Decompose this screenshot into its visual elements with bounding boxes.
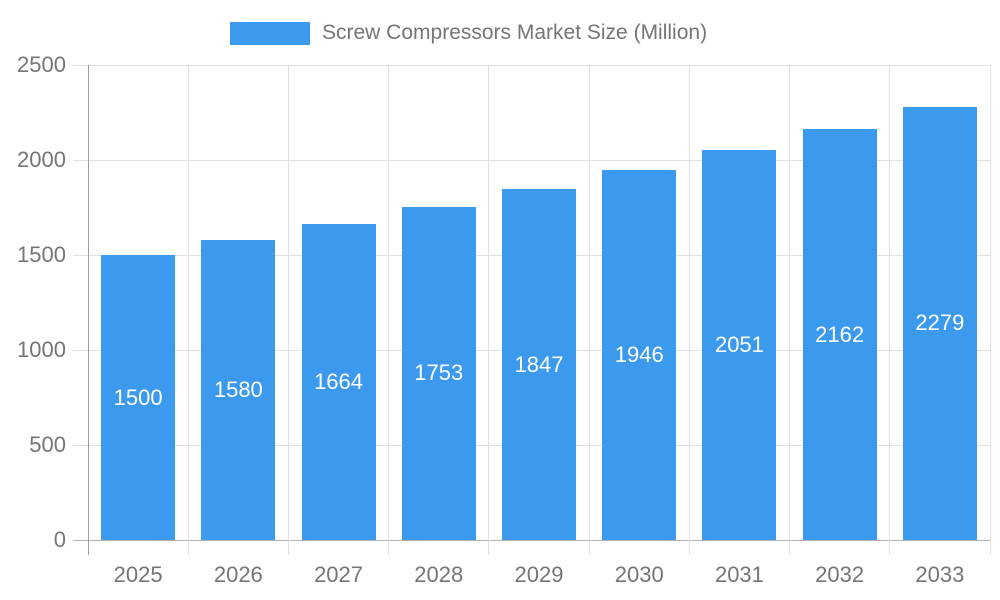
y-gridline [73,159,990,161]
y-gridline [73,64,990,66]
x-tick-label: 2029 [514,562,564,587]
x-gridline [889,65,891,555]
bar-2029[interactable] [502,189,576,540]
x-gridline [287,65,289,555]
x-gridline [688,65,690,555]
y-tick-label: 2000 [17,147,66,172]
x-axis-baseline [73,539,990,541]
x-gridline [789,65,791,555]
bar-2033[interactable] [902,106,977,540]
y-tick-label: 2500 [17,52,66,77]
x-tick-label: 2033 [915,562,965,587]
x-tick-label: 2030 [614,562,664,587]
x-tick-label: 2028 [414,562,464,587]
bar-2030[interactable] [602,170,677,540]
x-tick-label: 2032 [815,562,865,587]
x-gridline [187,65,189,555]
x-gridline [588,65,590,555]
bar-2031[interactable] [702,150,777,540]
y-tick-label: 1000 [17,337,66,362]
y-tick-label: 500 [29,432,66,457]
legend-swatch[interactable] [230,21,310,45]
y-axis-line [87,65,89,555]
bar-2028[interactable] [401,206,476,540]
y-tick-label: 1500 [17,242,66,267]
x-gridline [989,65,991,555]
bar-2027[interactable] [301,223,376,540]
bar-2026[interactable] [201,239,276,540]
y-tick-label: 0 [53,527,66,552]
legend-label: Screw Compressors Market Size (Million) [322,21,708,44]
x-gridline [488,65,490,555]
x-tick-label: 2031 [714,562,764,587]
x-tick-label: 2026 [213,562,263,587]
x-tick-label: 2027 [314,562,364,587]
x-tick-label: 2025 [113,562,163,587]
x-gridline [388,65,390,555]
legend[interactable]: Screw Compressors Market Size (Million) [230,16,707,50]
bar-2025[interactable] [101,255,176,540]
bar-2032[interactable] [802,129,877,540]
